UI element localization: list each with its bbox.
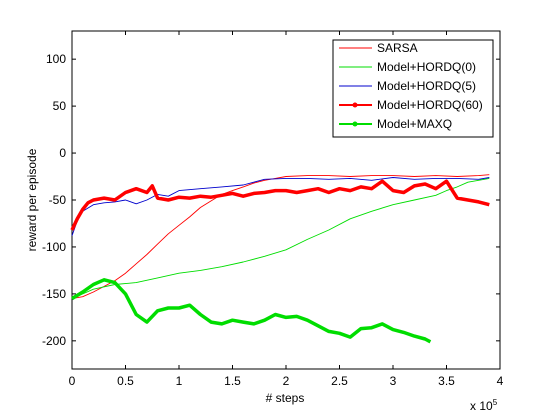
y-tick-label: -200 bbox=[42, 334, 66, 348]
y-axis-label: reward per episode bbox=[25, 148, 39, 251]
legend-label-0: SARSA bbox=[377, 41, 418, 55]
x-tick-label: 0 bbox=[69, 374, 76, 388]
x-tick-label: 4 bbox=[497, 374, 504, 388]
x-tick-label: 2 bbox=[283, 374, 290, 388]
x-tick-label: 1 bbox=[176, 374, 183, 388]
legend-label-3: Model+HORDQ(60) bbox=[377, 98, 483, 112]
x-tick-label: 1.5 bbox=[224, 374, 241, 388]
x-multiplier-label: x 105 bbox=[470, 398, 498, 413]
x-tick-label: 0.5 bbox=[117, 374, 134, 388]
series-line-3 bbox=[70, 179, 490, 231]
y-tick-label: -100 bbox=[42, 240, 66, 254]
y-tick-label: 50 bbox=[53, 99, 67, 113]
x-tick-label: 2.5 bbox=[331, 374, 348, 388]
y-tick-label: 0 bbox=[59, 146, 66, 160]
series-line-0 bbox=[71, 174, 490, 300]
y-tick-label: -50 bbox=[49, 193, 67, 207]
x-multiplier-exponent: 5 bbox=[493, 398, 498, 407]
legend-box bbox=[332, 39, 494, 138]
legend-label-4: Model+MAXQ bbox=[377, 117, 452, 131]
x-tick-label: 3.5 bbox=[438, 374, 455, 388]
y-tick-label: 100 bbox=[46, 52, 66, 66]
legend-marker-4 bbox=[352, 121, 358, 127]
y-tick-label: -150 bbox=[42, 287, 66, 301]
legend: SARSA Model+HORDQ(0) Model+HORDQ(5) Model+H… bbox=[332, 39, 494, 138]
legend-label-1: Model+HORDQ(0) bbox=[377, 60, 476, 74]
x-multiplier-base: x 10 bbox=[470, 399, 493, 413]
legend-label-2: Model+HORDQ(5) bbox=[377, 79, 476, 93]
x-tick-label: 3 bbox=[390, 374, 397, 388]
series-line-2 bbox=[71, 177, 490, 236]
legend-marker-3 bbox=[352, 102, 358, 108]
x-axis-label: # steps bbox=[266, 391, 305, 405]
series-line-4 bbox=[71, 278, 432, 344]
